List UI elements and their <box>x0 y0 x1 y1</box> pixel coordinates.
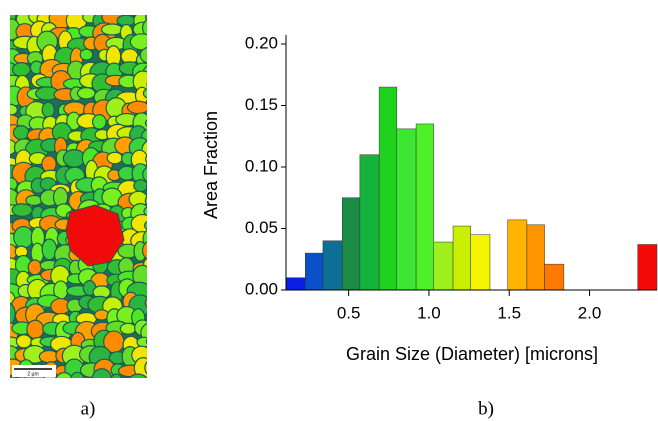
bar <box>433 241 454 291</box>
grain <box>55 372 73 378</box>
grain <box>145 311 147 319</box>
bar <box>396 128 417 291</box>
bar <box>470 234 491 291</box>
grain <box>133 179 147 193</box>
grain <box>146 291 147 295</box>
grain <box>143 220 147 230</box>
bar <box>507 219 528 291</box>
scale-bar-box <box>12 365 56 377</box>
grain <box>128 373 147 378</box>
grain <box>148 345 162 364</box>
x-tick-label: 0.5 <box>337 303 361 322</box>
grain <box>145 154 147 164</box>
x-tick-label: 2.0 <box>578 303 602 322</box>
grain <box>106 151 124 165</box>
bar <box>285 277 306 291</box>
grain <box>41 155 57 173</box>
grain <box>65 204 125 267</box>
bar <box>378 86 398 291</box>
grain <box>122 376 136 378</box>
grain <box>10 103 18 117</box>
grain <box>119 322 137 335</box>
grain <box>145 338 147 345</box>
y-tick-label: 0.00 <box>245 279 278 298</box>
grain <box>91 368 112 378</box>
x-tick-label: 1.0 <box>417 303 441 322</box>
y-tick-label: 0.20 <box>245 33 278 52</box>
grain <box>126 100 147 115</box>
bar <box>544 263 565 291</box>
grain <box>11 61 31 77</box>
grain <box>10 376 22 378</box>
grain <box>12 125 30 141</box>
bar <box>526 224 545 291</box>
bar <box>305 252 324 291</box>
grain <box>146 277 147 282</box>
grain <box>70 371 85 378</box>
grain <box>91 114 107 130</box>
bar <box>452 225 471 291</box>
grain <box>41 101 55 119</box>
bar <box>637 244 658 291</box>
grain <box>143 206 147 217</box>
x-tick-label: 1.5 <box>497 303 521 322</box>
grain <box>139 46 147 64</box>
grain <box>146 377 147 378</box>
grain <box>133 357 147 378</box>
grain <box>144 298 147 308</box>
grain <box>76 87 96 100</box>
grain <box>142 88 147 99</box>
y-tick-label: 0.10 <box>245 156 278 175</box>
grain <box>81 379 102 389</box>
bar <box>359 154 380 291</box>
grain <box>144 119 147 127</box>
y-tick-label: 0.05 <box>245 218 278 237</box>
grain <box>27 259 43 276</box>
grain <box>11 203 33 217</box>
grain <box>144 195 147 207</box>
grain <box>144 361 147 375</box>
grain <box>145 182 147 194</box>
grain <box>141 241 147 260</box>
grain <box>10 302 16 326</box>
grain <box>26 319 45 340</box>
grain <box>142 166 147 183</box>
y-tick-label: 0.15 <box>245 95 278 114</box>
grain <box>110 373 123 378</box>
y-axis-label: Area Fraction <box>201 111 221 219</box>
grain <box>141 18 147 38</box>
x-axis-label: Grain Size (Diameter) [microns] <box>346 344 598 364</box>
grain <box>150 100 162 120</box>
panel-label: b) <box>478 398 494 419</box>
micrograph <box>10 15 162 389</box>
grain <box>146 81 147 89</box>
grain <box>136 336 147 348</box>
grain <box>146 42 147 46</box>
grain <box>100 23 124 36</box>
grain <box>79 48 94 61</box>
scale-bar-label: 2 µm <box>27 371 38 377</box>
grain <box>145 15 147 23</box>
bar <box>322 240 343 291</box>
grain <box>13 225 34 249</box>
bar <box>415 123 435 291</box>
panel-label: a) <box>81 398 96 419</box>
grain <box>129 33 147 51</box>
grain <box>15 334 33 349</box>
bar <box>341 197 361 291</box>
